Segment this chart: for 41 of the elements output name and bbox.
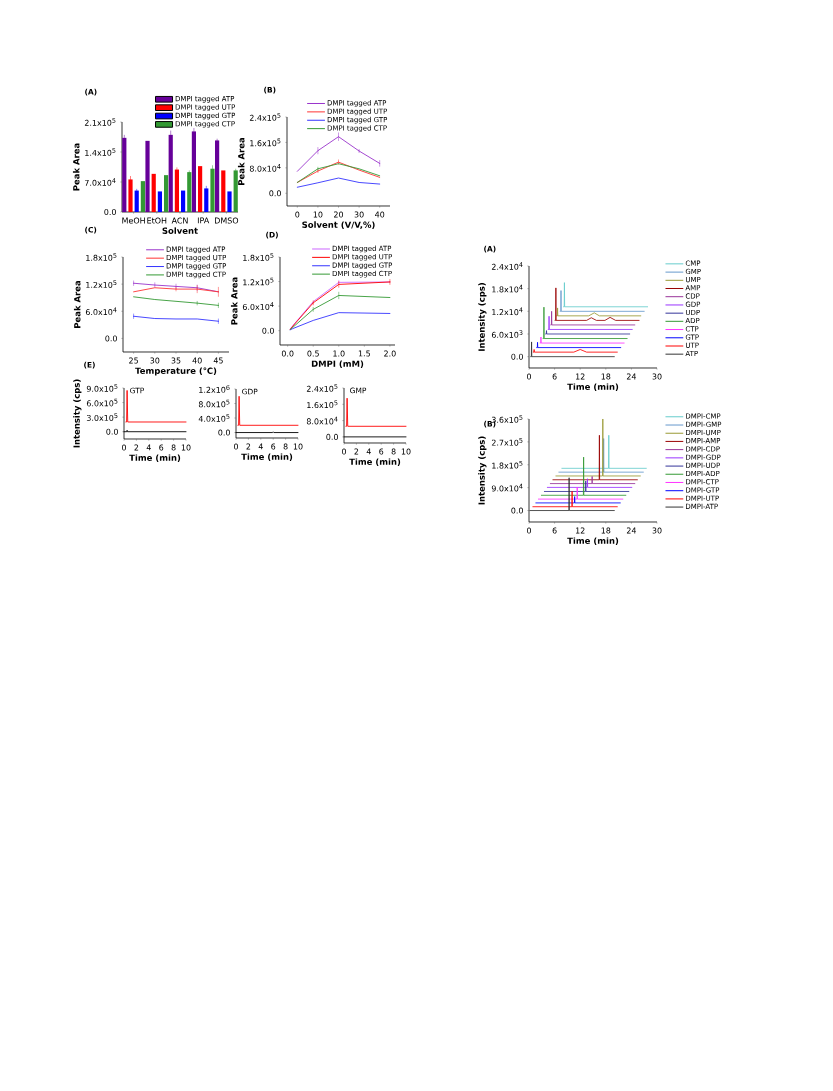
bar [233,170,238,212]
line-series [289,312,391,331]
x-axis-title: Solvent (V/V,%) [302,221,375,230]
y-axis-title: Peak Area [230,277,238,325]
y-axis-title: Intensity (cps) [478,436,487,505]
y-axis-title: Peak Area [73,280,81,328]
bar [210,168,215,212]
x-axis-title: Time (min) [567,537,619,545]
bar [198,166,203,212]
y-axis-title: Peak Area [72,143,80,191]
y-axis-title: Intensity (cps) [73,379,82,448]
bar [157,191,162,212]
x-axis-title: Time (min) [567,383,619,391]
bar [187,172,192,212]
x-axis-title: Time (min) [241,453,293,461]
y-axis-title: Peak Area [237,137,245,185]
x-axis-title: Time (min) [349,458,401,466]
x-axis-title: Temperature (℃) [135,367,217,376]
bar [151,173,156,212]
bar [140,181,145,212]
bar [174,169,179,212]
x-axis-title: Solvent [162,227,198,234]
bar [122,137,127,212]
bar [128,179,133,212]
x-axis-title: DMPI (mM) [311,360,364,368]
bar [221,170,226,212]
bar [168,134,173,212]
y-axis-title: Intensity (cps) [478,283,487,351]
bar [191,131,197,212]
line-series [289,295,391,330]
line-series [554,287,640,321]
x-axis-title: Time (min) [129,454,181,462]
bar [215,140,220,212]
bar [134,190,139,212]
bar [204,188,209,212]
bar [227,191,232,212]
bar [181,190,186,212]
line-series [296,177,381,188]
bar [145,140,150,212]
line-series [289,281,391,330]
bar [163,175,169,212]
